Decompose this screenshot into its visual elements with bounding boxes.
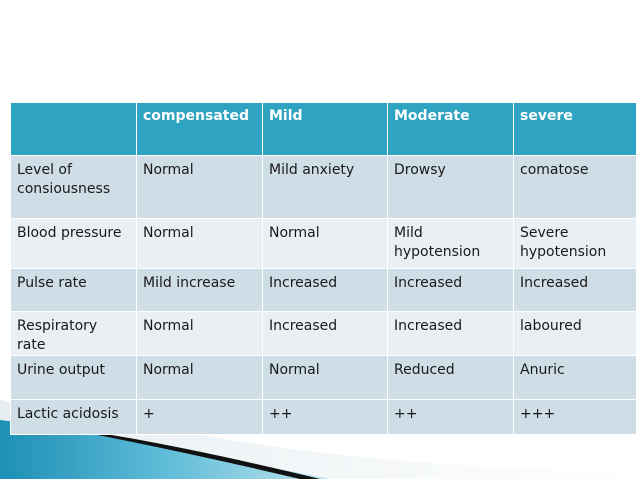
swoosh-black xyxy=(40,424,320,479)
table-row: Pulse rate Mild increase Increased Incre… xyxy=(10,268,637,312)
table-cell: Normal xyxy=(136,218,263,269)
table-header-row: compensated Mild Moderate severe xyxy=(10,102,637,156)
table-cell: laboured xyxy=(513,311,637,356)
table-cell: Increased xyxy=(262,268,388,312)
row-label: Respiratory rate xyxy=(10,311,137,356)
header-cell-severe: severe xyxy=(513,102,637,156)
table-cell: Normal xyxy=(262,218,388,269)
table-cell: Mild anxiety xyxy=(262,155,388,219)
table-cell: Severe hypotension xyxy=(513,218,637,269)
table-row: Urine output Normal Normal Reduced Anuri… xyxy=(10,355,637,400)
row-label: Blood pressure xyxy=(10,218,137,269)
row-label: Lactic acidosis xyxy=(10,399,137,435)
table-cell: ++ xyxy=(387,399,514,435)
row-label: Level of consiousness xyxy=(10,155,137,219)
header-cell-compensated: compensated xyxy=(136,102,263,156)
table-cell: Drowsy xyxy=(387,155,514,219)
table-cell: + xyxy=(136,399,263,435)
table-cell: Normal xyxy=(136,355,263,400)
header-cell-moderate: Moderate xyxy=(387,102,514,156)
header-cell-empty xyxy=(10,102,137,156)
table-cell: Increased xyxy=(513,268,637,312)
table-cell: comatose xyxy=(513,155,637,219)
table-cell: Increased xyxy=(387,311,514,356)
table-cell: Normal xyxy=(136,155,263,219)
table-row: Level of consiousness Normal Mild anxiet… xyxy=(10,155,637,219)
table-cell: Mild hypotension xyxy=(387,218,514,269)
table-row: Blood pressure Normal Normal Mild hypote… xyxy=(10,218,637,269)
table-row: Respiratory rate Normal Increased Increa… xyxy=(10,311,637,356)
table-cell: Increased xyxy=(387,268,514,312)
table-cell: Mild increase xyxy=(136,268,263,312)
table-row: Lactic acidosis + ++ ++ +++ xyxy=(10,399,637,435)
row-label: Urine output xyxy=(10,355,137,400)
table-cell: Normal xyxy=(136,311,263,356)
table-cell: Reduced xyxy=(387,355,514,400)
header-cell-mild: Mild xyxy=(262,102,388,156)
table-cell: +++ xyxy=(513,399,637,435)
comparison-table: compensated Mild Moderate severe Level o… xyxy=(10,102,637,435)
table-cell: Increased xyxy=(262,311,388,356)
table-cell: Anuric xyxy=(513,355,637,400)
table-cell: ++ xyxy=(262,399,388,435)
table-cell: Normal xyxy=(262,355,388,400)
row-label: Pulse rate xyxy=(10,268,137,312)
